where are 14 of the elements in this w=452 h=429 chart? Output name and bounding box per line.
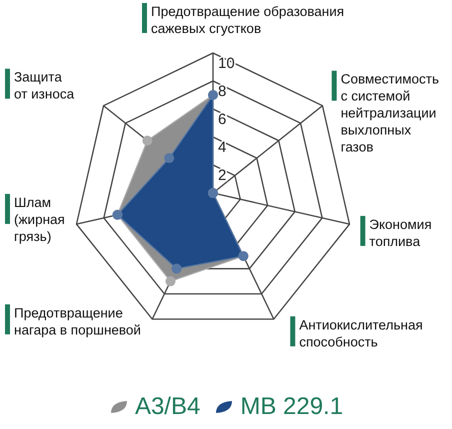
legend-label: A3/B4 [134, 393, 200, 421]
spoke-label: Антиокислительная способность [299, 317, 423, 350]
spoke-label: Экономия топлива [369, 216, 432, 249]
y-tick-label: 10 [218, 55, 235, 72]
spoke-label: Защита от износа [14, 70, 75, 102]
y-tick-label: 8 [218, 83, 226, 100]
legend-label: MB 229.1 [240, 393, 344, 421]
y-tick-label: 4 [218, 139, 226, 156]
spoke-label: Предотвращение образования сажевых сгустков [151, 4, 344, 36]
spoke-label: Совместимость с системой нейтрализации выхлопных газов [340, 72, 440, 155]
spoke-label: Предотвращение нагара в поршневой [14, 305, 141, 338]
y-tick-label: 2 [218, 167, 226, 184]
spoke-label: Шлам (жирная грязь) [14, 194, 65, 244]
y-tick-label: 6 [218, 111, 226, 128]
